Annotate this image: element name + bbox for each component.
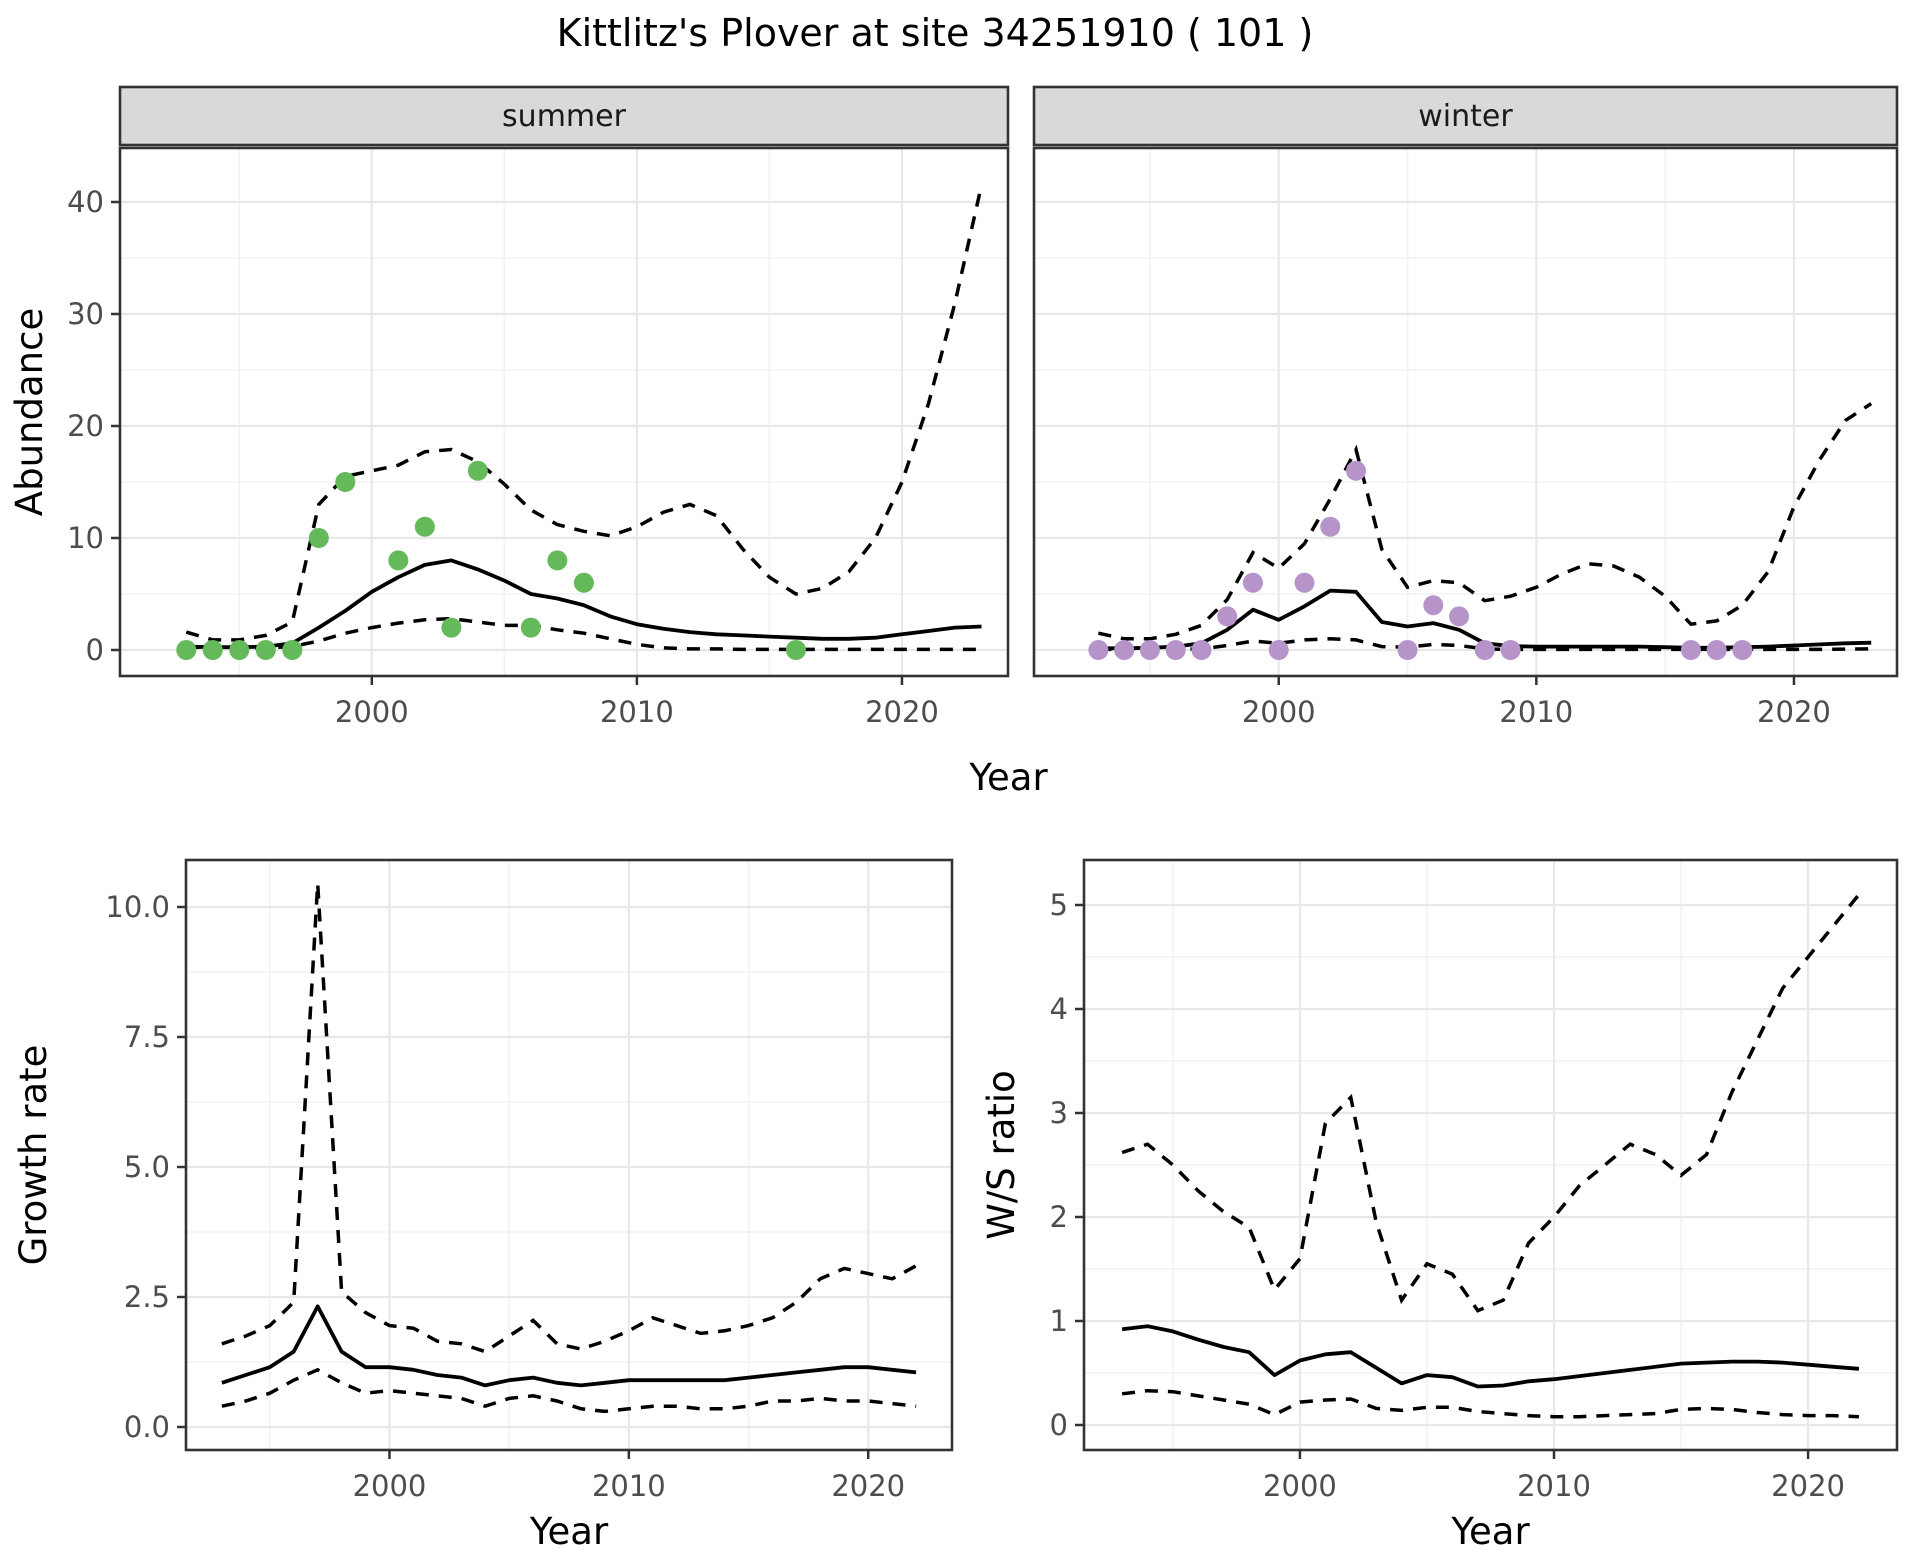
observation-point bbox=[1320, 516, 1341, 537]
panel-bg-abundance_winter bbox=[1034, 148, 1897, 676]
observation-point bbox=[202, 640, 223, 660]
x-tick-label: 2020 bbox=[831, 1469, 905, 1503]
observation-point bbox=[1217, 606, 1238, 627]
panel-border-abundance_summer bbox=[118, 146, 1010, 678]
y-tick-label: 7.5 bbox=[124, 1020, 170, 1054]
observation-point bbox=[467, 460, 488, 481]
x-tick-label: 2010 bbox=[600, 695, 674, 729]
observation-point bbox=[1706, 640, 1727, 660]
y-tick-label: 0 bbox=[86, 633, 104, 667]
observation-point bbox=[1500, 640, 1521, 660]
y-tick-label: 0 bbox=[1050, 1408, 1068, 1442]
observation-point bbox=[255, 640, 276, 660]
observation-point bbox=[1423, 595, 1444, 616]
y-tick-label: 0.0 bbox=[124, 1410, 170, 1444]
x-tick-label: 2010 bbox=[1499, 695, 1573, 729]
axis-title-y-ws-ratio: W/S ratio bbox=[980, 1070, 1023, 1240]
facet-strip-summer bbox=[118, 85, 1010, 147]
observation-point bbox=[547, 550, 568, 571]
plot-title: Kittlitz's Plover at site 34251910 ( 101… bbox=[557, 11, 1314, 55]
y-tick-label: 10 bbox=[67, 521, 104, 555]
observation-point bbox=[1294, 572, 1315, 593]
y-tick-label: 10.0 bbox=[105, 890, 170, 924]
y-tick-label: 3 bbox=[1050, 1096, 1068, 1130]
panel-bg-abundance_summer bbox=[120, 148, 1008, 676]
observation-point bbox=[1139, 640, 1160, 660]
observation-point bbox=[388, 550, 409, 571]
panel-border-growth_rate bbox=[184, 858, 954, 1452]
observation-point bbox=[1732, 640, 1753, 660]
observation-point bbox=[414, 516, 435, 537]
y-tick-label: 2.5 bbox=[124, 1280, 170, 1314]
axis-title-x-ws-ratio: Year bbox=[1450, 1510, 1530, 1553]
y-tick-label: 5.0 bbox=[124, 1150, 170, 1184]
observation-point bbox=[1474, 640, 1495, 660]
x-tick-label: 2010 bbox=[592, 1469, 666, 1503]
y-tick-label: 2 bbox=[1050, 1200, 1068, 1234]
observation-point bbox=[441, 617, 462, 638]
panel-border-abundance_winter bbox=[1032, 146, 1899, 678]
observation-point bbox=[308, 528, 329, 548]
ci-lower-line-ws_ratio bbox=[1121, 1388, 1859, 1419]
x-tick-label: 2000 bbox=[1242, 695, 1316, 729]
x-tick-label: 2000 bbox=[1263, 1469, 1337, 1503]
x-tick-label: 2010 bbox=[1517, 1469, 1591, 1503]
observation-point bbox=[573, 572, 594, 593]
ci-upper-line-growth_rate bbox=[221, 883, 917, 1354]
x-tick-label: 2020 bbox=[1757, 695, 1831, 729]
fit-line-abundance_summer bbox=[186, 558, 982, 650]
ci-lower-line-growth_rate bbox=[221, 1367, 917, 1414]
y-tick-label: 30 bbox=[67, 297, 104, 331]
observation-point bbox=[1191, 640, 1212, 660]
x-tick-label: 2020 bbox=[865, 695, 939, 729]
observation-point bbox=[229, 640, 250, 660]
panel-border-ws_ratio bbox=[1082, 858, 1899, 1452]
facet-strip-label-summer: summer bbox=[502, 99, 627, 134]
ci-lower-line-abundance_summer bbox=[186, 616, 982, 652]
observation-point bbox=[1165, 640, 1186, 660]
axis-title-x-growth-rate: Year bbox=[529, 1510, 609, 1553]
axis-title-y-abundance: Abundance bbox=[8, 308, 51, 516]
panel-bg-growth_rate bbox=[186, 860, 952, 1450]
fit-line-growth_rate bbox=[221, 1304, 917, 1388]
observation-point bbox=[1680, 640, 1701, 660]
observation-point bbox=[1242, 572, 1263, 593]
axis-title-y-growth-rate: Growth rate bbox=[12, 1045, 55, 1266]
observation-point bbox=[1088, 640, 1109, 660]
observation-point bbox=[1449, 606, 1470, 627]
panel-bg-ws_ratio bbox=[1084, 860, 1897, 1450]
ci-upper-line-abundance_winter bbox=[1098, 402, 1873, 641]
x-tick-label: 2000 bbox=[353, 1469, 427, 1503]
y-tick-label: 40 bbox=[67, 185, 104, 219]
observation-point bbox=[520, 617, 541, 638]
observation-point bbox=[1346, 460, 1367, 481]
facet-strip-winter bbox=[1032, 85, 1899, 147]
observation-point bbox=[785, 640, 806, 660]
observation-point bbox=[1268, 640, 1289, 660]
x-tick-label: 2020 bbox=[1771, 1469, 1845, 1503]
y-tick-label: 20 bbox=[67, 409, 104, 443]
facet-strip-label-winter: winter bbox=[1418, 99, 1513, 134]
y-tick-label: 1 bbox=[1050, 1304, 1068, 1338]
fit-line-ws_ratio bbox=[1121, 1324, 1860, 1389]
ci-upper-line-abundance_summer bbox=[185, 184, 984, 642]
observation-point bbox=[1397, 640, 1418, 660]
axis-title-x-top: Year bbox=[968, 756, 1048, 799]
observation-point bbox=[176, 640, 197, 660]
observation-point bbox=[282, 640, 303, 660]
y-tick-label: 4 bbox=[1050, 992, 1068, 1026]
x-tick-label: 2000 bbox=[335, 695, 409, 729]
observation-point bbox=[335, 472, 356, 492]
y-tick-label: 5 bbox=[1050, 888, 1068, 922]
observation-point bbox=[1114, 640, 1135, 660]
